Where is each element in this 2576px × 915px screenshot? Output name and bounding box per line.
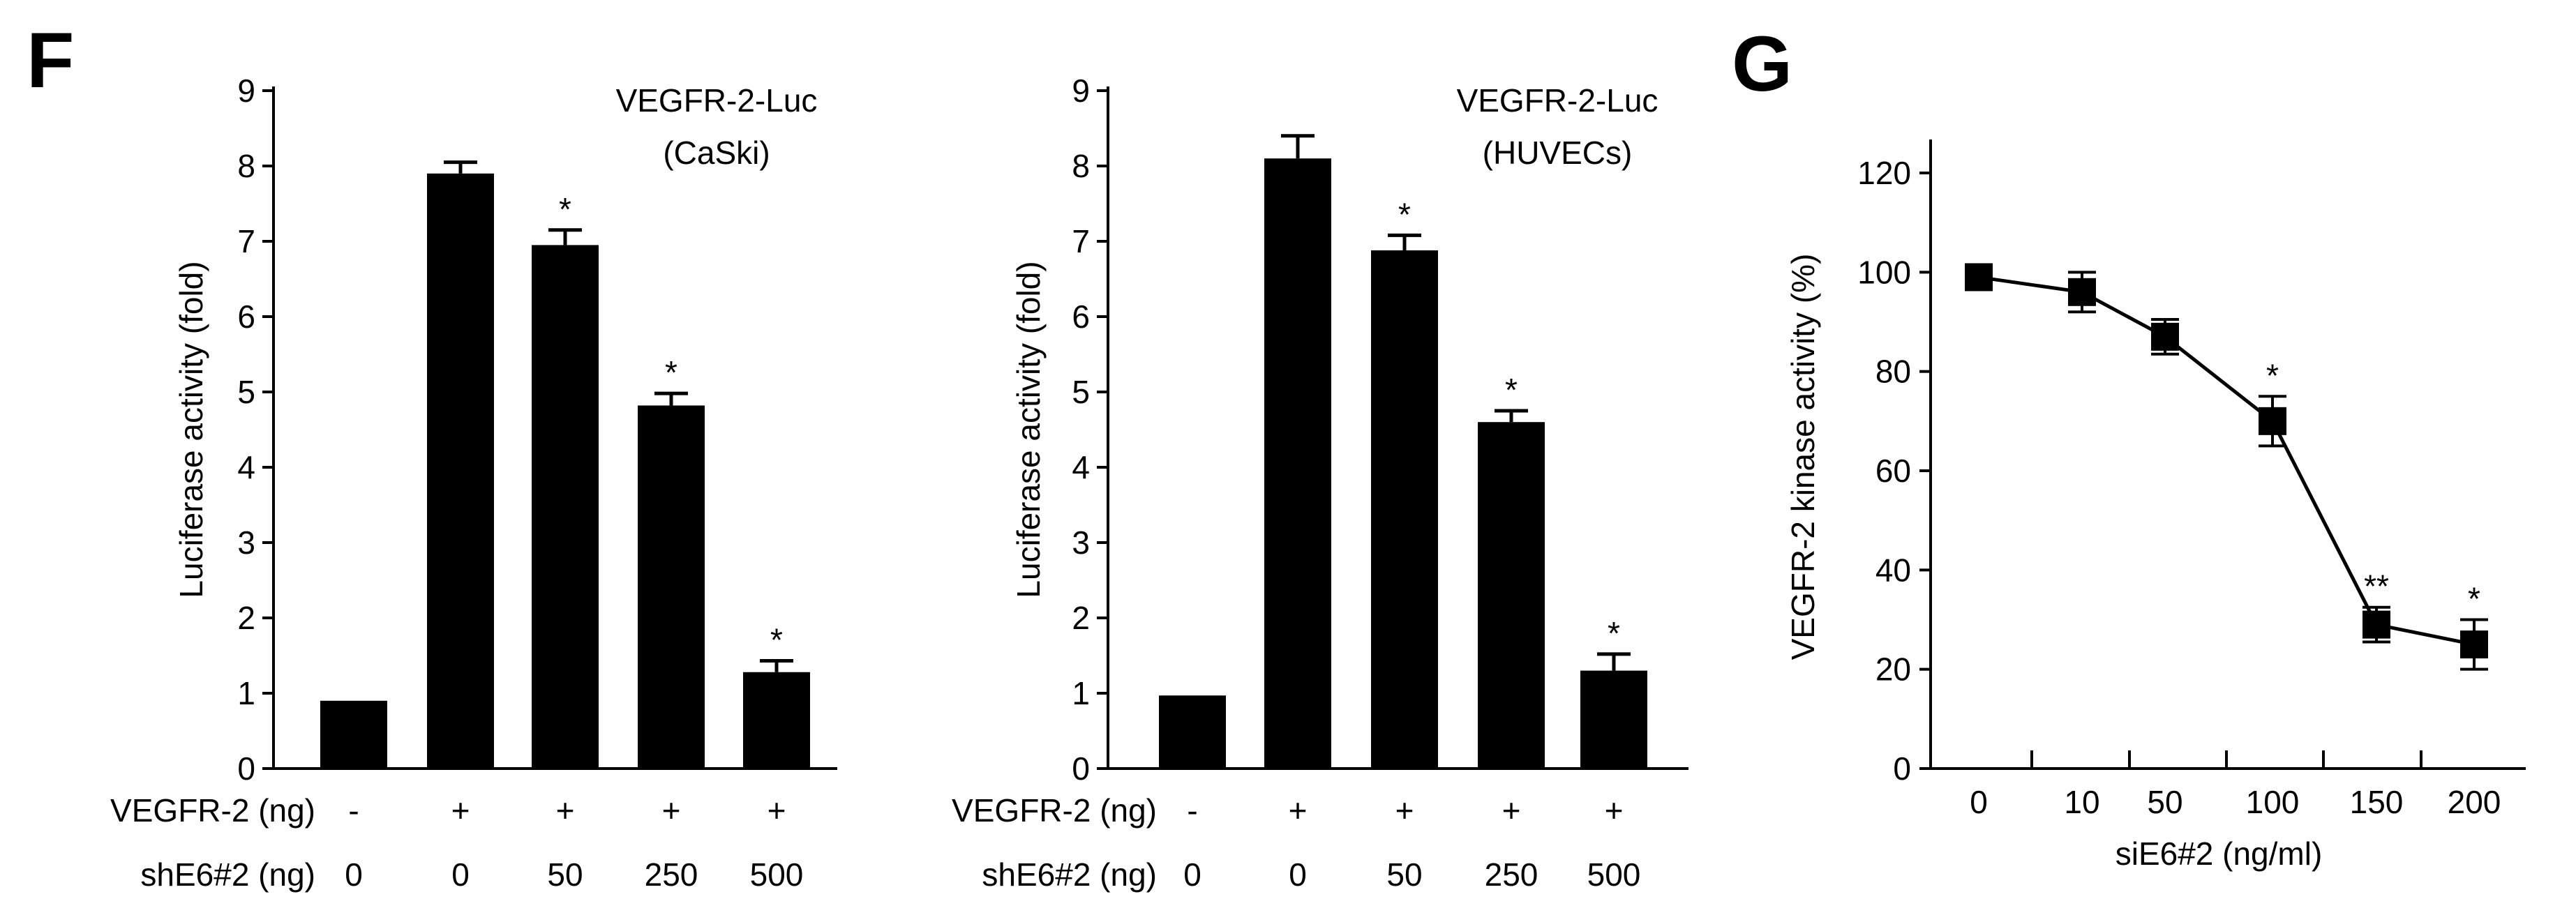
bar <box>638 405 705 769</box>
y-tick-label: 8 <box>237 148 255 184</box>
y-tick-label: 5 <box>237 374 255 410</box>
condition-value: 0 <box>1289 856 1307 893</box>
x-tick-label: 10 <box>2064 784 2099 820</box>
y-tick-label: 100 <box>1857 254 1911 290</box>
bar <box>1264 158 1331 769</box>
condition-value: + <box>662 792 681 829</box>
bar <box>1580 670 1647 769</box>
y-tick-label: 6 <box>1072 298 1090 335</box>
significance-mark: ** <box>2364 568 2389 605</box>
condition-value: 0 <box>451 856 470 893</box>
y-tick-label: 3 <box>1072 524 1090 561</box>
y-tick-label: 60 <box>1875 453 1911 489</box>
condition-value: + <box>1502 792 1521 829</box>
significance-mark: * <box>665 354 677 391</box>
data-point <box>2259 407 2286 435</box>
bar <box>532 245 599 769</box>
series-line <box>1978 275 2475 646</box>
x-tick-label: 100 <box>2246 784 2300 820</box>
y-tick-label: 0 <box>1072 750 1090 787</box>
y-tick-label: 0 <box>1893 750 1911 787</box>
bar <box>320 700 387 769</box>
bar <box>1371 250 1438 769</box>
x-axis-label: siE6#2 (ng/ml) <box>2116 835 2323 872</box>
data-point <box>2068 278 2096 306</box>
y-tick-label: 0 <box>237 750 255 787</box>
condition-row-label: shE6#2 (ng) <box>982 856 1157 893</box>
condition-value: + <box>556 792 575 829</box>
significance-mark: * <box>2468 581 2480 617</box>
chart-annotation: (HUVECs) <box>1483 135 1633 171</box>
y-tick-label: 5 <box>1072 374 1090 410</box>
data-point <box>2151 322 2179 351</box>
condition-row-label: VEGFR-2 (ng) <box>110 792 315 829</box>
condition-value: - <box>348 792 359 829</box>
y-tick-label: 9 <box>1072 73 1090 109</box>
condition-value: + <box>1605 792 1624 829</box>
line-chart-kinase: 0 20 40 60 80 100 120 0 10 50 100 150 200 siE6#2 (ng/… <box>1785 139 2526 872</box>
panel-label-g: G <box>1732 20 1792 107</box>
data-point <box>2362 610 2390 639</box>
condition-value: 50 <box>547 856 583 893</box>
y-tick-label: 4 <box>1072 449 1090 485</box>
panel-label-f: F <box>27 17 74 104</box>
condition-value: 250 <box>645 856 698 893</box>
condition-value: 500 <box>750 856 804 893</box>
x-tick-label: 0 <box>1970 784 1988 820</box>
condition-value: + <box>1395 792 1414 829</box>
y-tick-label: 20 <box>1875 651 1911 688</box>
condition-value: - <box>1187 792 1197 829</box>
data-point <box>1965 263 1993 292</box>
y-axis-label: Luciferase activity (fold) <box>173 261 209 598</box>
y-tick-label: 7 <box>1072 223 1090 259</box>
y-axis-label: VEGFR-2 kinase activity (%) <box>1785 254 1821 660</box>
significance-mark: * <box>1608 615 1620 651</box>
significance-mark: * <box>770 622 783 658</box>
condition-value: + <box>451 792 470 829</box>
x-tick-label: 150 <box>2350 784 2404 820</box>
bar <box>743 672 810 769</box>
y-tick-label: 9 <box>237 73 255 109</box>
y-tick-label: 6 <box>237 298 255 335</box>
y-tick-label: 40 <box>1875 552 1911 588</box>
significance-mark: * <box>1505 372 1518 408</box>
bar <box>1478 422 1545 769</box>
y-tick-label: 80 <box>1875 354 1911 390</box>
bar <box>427 173 494 769</box>
condition-value: 0 <box>1183 856 1201 893</box>
y-tick-label: 7 <box>237 223 255 259</box>
condition-value: 0 <box>345 856 363 893</box>
y-tick-label: 2 <box>237 600 255 636</box>
bar-chart-huvecs: 0 1 2 3 4 5 6 7 8 9 Luciferase activity (fold) VEGF… <box>952 73 1688 893</box>
condition-row-label: shE6#2 (ng) <box>140 856 315 893</box>
y-tick-label: 3 <box>237 524 255 561</box>
y-tick-label: 2 <box>1072 600 1090 636</box>
significance-mark: * <box>559 191 571 227</box>
data-point <box>2460 630 2488 659</box>
y-tick-label: 4 <box>237 449 255 485</box>
significance-mark: * <box>1398 196 1411 232</box>
y-tick-label: 1 <box>237 675 255 711</box>
chart-annotation: (CaSki) <box>663 135 770 171</box>
condition-value: 250 <box>1485 856 1538 893</box>
y-tick-label: 120 <box>1857 155 1911 191</box>
condition-value: + <box>1289 792 1308 829</box>
x-tick-label: 50 <box>2147 784 2182 820</box>
y-axis-label: Luciferase activity (fold) <box>1010 261 1047 598</box>
condition-value: + <box>767 792 786 829</box>
significance-mark: * <box>2266 357 2279 393</box>
condition-value: 50 <box>1386 856 1422 893</box>
condition-row-label: VEGFR-2 (ng) <box>952 792 1157 829</box>
x-tick-label: 200 <box>2448 784 2501 820</box>
y-tick-label: 8 <box>1072 148 1090 184</box>
chart-annotation: VEGFR-2-Luc <box>616 82 818 119</box>
bar <box>1159 695 1226 769</box>
chart-annotation: VEGFR-2-Luc <box>1457 82 1658 119</box>
condition-value: 500 <box>1587 856 1641 893</box>
y-tick-label: 1 <box>1072 675 1090 711</box>
bar-chart-caski: 0 1 2 3 4 5 6 7 8 9 Luciferase activity (fold) VEGF… <box>110 73 837 893</box>
